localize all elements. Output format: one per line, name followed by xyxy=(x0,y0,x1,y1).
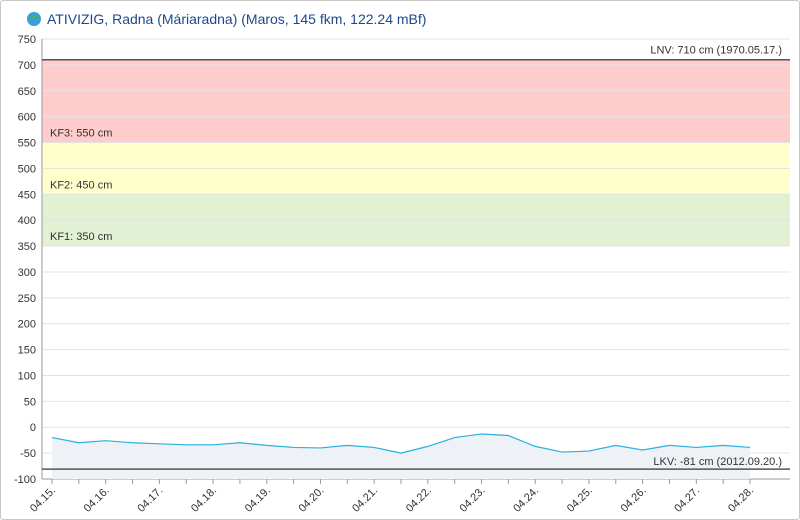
band-label: KF2: 450 cm xyxy=(50,179,112,191)
y-tick-label: 100 xyxy=(18,370,36,382)
y-tick-label: 350 xyxy=(18,241,36,253)
line xyxy=(51,433,751,454)
y-tick-label: 0 xyxy=(30,422,36,434)
x-tick-label: 04.22. xyxy=(404,485,434,515)
x-tick-label: 04.24. xyxy=(511,485,541,515)
y-tick-label: 450 xyxy=(18,189,36,201)
threshold-band xyxy=(42,59,790,143)
chart-title: ATIVIZIG, Radna (Máriaradna) (Maros, 145… xyxy=(47,11,426,27)
area xyxy=(52,433,750,479)
y-tick-label: -100 xyxy=(14,474,36,486)
band-label: KF3: 550 cm xyxy=(50,128,112,140)
y-tick-label: 650 xyxy=(18,86,36,98)
y-tick-label: 50 xyxy=(24,396,36,408)
reference-label: LNV: 710 cm (1970.05.17.) xyxy=(650,45,782,57)
x-tick-label: 04.19. xyxy=(243,485,273,515)
x-tick-label: 04.17. xyxy=(135,485,165,515)
x-tick-label: 04.25. xyxy=(565,485,595,515)
x-tick-label: 04.20. xyxy=(296,485,326,515)
reference-label: LKV: -81 cm (2012.09.20.) xyxy=(653,456,782,468)
x-tick-label: 04.23. xyxy=(458,485,488,515)
y-tick-label: -50 xyxy=(20,448,36,460)
y-tick-label: 200 xyxy=(18,319,36,331)
x-tick-label: 04.15. xyxy=(28,485,58,515)
y-tick-label: 700 xyxy=(18,60,36,72)
y-tick-label: 550 xyxy=(18,138,36,150)
band-label: KF1: 350 cm xyxy=(50,231,112,243)
x-tick-label: 04.26. xyxy=(619,485,649,515)
x-tick-label: 04.28. xyxy=(726,485,756,515)
y-tick-label: 500 xyxy=(18,163,36,175)
y-tick-label: 400 xyxy=(18,215,36,227)
x-tick-label: 04.16. xyxy=(82,485,112,515)
y-tick-label: 250 xyxy=(18,293,36,305)
y-tick-label: 300 xyxy=(18,267,36,279)
logo-icon xyxy=(27,12,41,26)
x-tick-label: 04.18. xyxy=(189,485,219,515)
x-tick-label: 04.27. xyxy=(672,485,702,515)
y-tick-label: 150 xyxy=(18,345,36,357)
y-tick-label: 600 xyxy=(18,112,36,124)
y-tick-label: 750 xyxy=(18,34,36,46)
x-tick-label: 04.21. xyxy=(350,485,380,515)
